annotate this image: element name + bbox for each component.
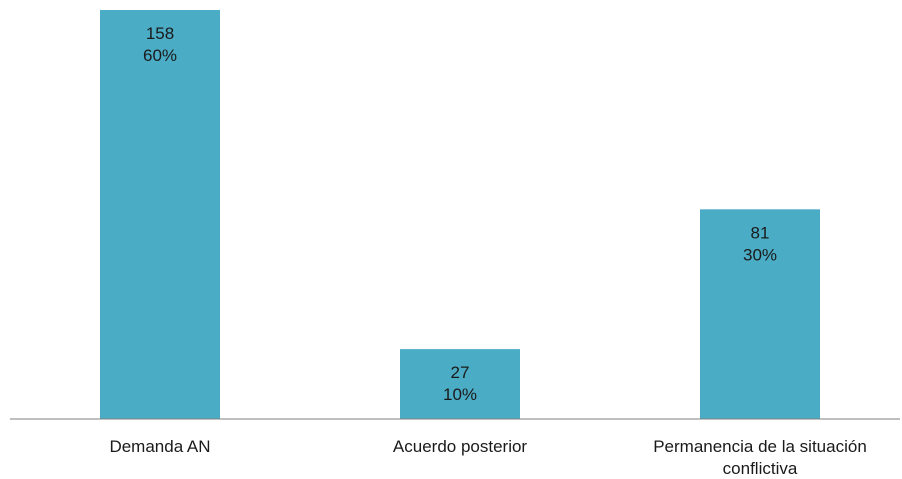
bar-1 [400,349,520,419]
category-labels-group: Demanda AN Acuerdo posterior Permanencia d… [109,437,866,478]
category-label-2-line-0: Permanencia de la situación [653,437,867,456]
bar-2-label-0: 81 [751,223,770,242]
bar-1-label-0: 27 [451,363,470,382]
bars-group [100,10,820,419]
category-label-1-line-0: Acuerdo posterior [393,437,528,456]
bar-0 [100,10,220,419]
value-labels-group: 158 60% 27 10% 81 30% [143,24,777,404]
bar-0-label-1: 60% [143,46,177,65]
bar-2 [700,209,820,419]
bar-0-label-0: 158 [146,24,174,43]
bar-1-label-1: 10% [443,385,477,404]
category-label-0-line-0: Demanda AN [109,437,210,456]
bar-2-label-1: 30% [743,245,777,264]
category-label-2-line-1: conflictiva [723,459,798,478]
